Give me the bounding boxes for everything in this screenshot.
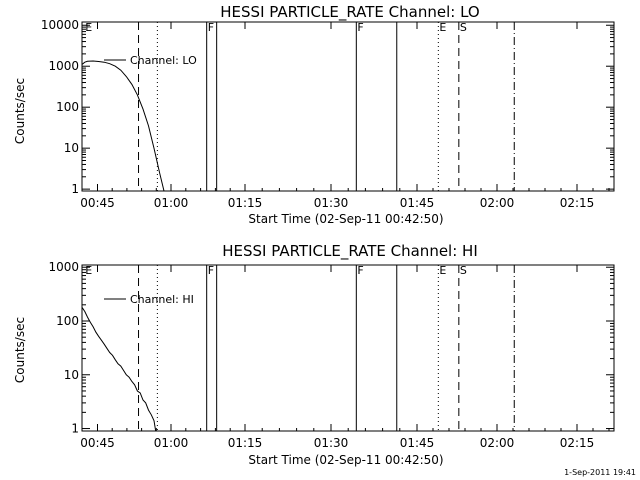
y-axis-label: Counts/sec: [13, 317, 27, 383]
x-axis-label: Start Time (02-Sep-11 00:42:50): [248, 212, 443, 226]
plot-frame: [81, 264, 615, 432]
chart-title: HESSI PARTICLE_RATE Channel: LO: [220, 3, 479, 22]
event-marker-label: F: [357, 264, 363, 277]
data-series: Channel: LO: [81, 54, 197, 192]
x-tick-label: 01:45: [400, 196, 435, 210]
chart-title: HESSI PARTICLE_RATE Channel: HI: [222, 242, 478, 261]
hi-channel-panel: HESSI PARTICLE_RATE Channel: HI E F F E S Ch…: [13, 242, 615, 467]
y-tick-label: 1000: [48, 260, 79, 274]
legend-label: Channel: HI: [130, 293, 194, 306]
event-marker-label: F: [357, 21, 363, 34]
event-marker-label: E: [439, 264, 446, 277]
y-tick-label: 100: [56, 314, 79, 328]
y-tick-label: 10: [64, 368, 79, 382]
x-tick-label: 00:45: [80, 436, 115, 450]
axis-ticks: 1 10 100 1000 00:45 01:00 01:15 01:30 01:45 02:00…: [48, 260, 614, 450]
axis-ticks: 1 10 100 1000 10000 00:45 01:00 01:15 01:30 01:45…: [41, 18, 614, 210]
event-marker-label: F: [208, 264, 214, 277]
y-tick-label: 1: [71, 422, 79, 436]
y-tick-label: 10000: [41, 18, 79, 32]
series-line: [81, 307, 157, 432]
x-tick-label: 02:15: [560, 196, 595, 210]
series-line: [81, 60, 165, 192]
y-tick-label: 1: [71, 182, 79, 196]
y-tick-label: 100: [56, 100, 79, 114]
event-marker-label: E: [85, 21, 92, 34]
y-tick-label: 1000: [48, 59, 79, 73]
x-tick-label: 01:30: [314, 436, 349, 450]
x-tick-label: 01:15: [228, 436, 263, 450]
x-axis-label: Start Time (02-Sep-11 00:42:50): [248, 453, 443, 467]
data-series: Channel: HI: [81, 293, 194, 432]
x-tick-label: 01:45: [400, 436, 435, 450]
event-marker-label: F: [208, 21, 214, 34]
x-tick-label: 01:00: [154, 436, 189, 450]
lo-channel-panel: HESSI PARTICLE_RATE Channel: LO E F F E S Ch…: [13, 3, 615, 226]
legend-label: Channel: LO: [130, 54, 197, 67]
x-tick-label: 01:30: [314, 196, 349, 210]
y-axis-label: Counts/sec: [13, 78, 27, 144]
x-tick-label: 00:45: [80, 196, 115, 210]
y-tick-label: 10: [64, 141, 79, 155]
x-tick-label: 02:00: [480, 196, 515, 210]
x-tick-label: 02:00: [480, 436, 515, 450]
x-tick-label: 02:15: [560, 436, 595, 450]
event-marker-label: E: [439, 21, 446, 34]
timestamp-footer: 1-Sep-2011 19:41: [564, 468, 636, 477]
x-tick-label: 01:00: [154, 196, 189, 210]
event-marker-label: E: [85, 264, 92, 277]
plot-frame: [81, 21, 615, 192]
x-tick-label: 01:15: [228, 196, 263, 210]
event-marker-label: S: [460, 264, 467, 277]
event-marker-label: S: [460, 21, 467, 34]
